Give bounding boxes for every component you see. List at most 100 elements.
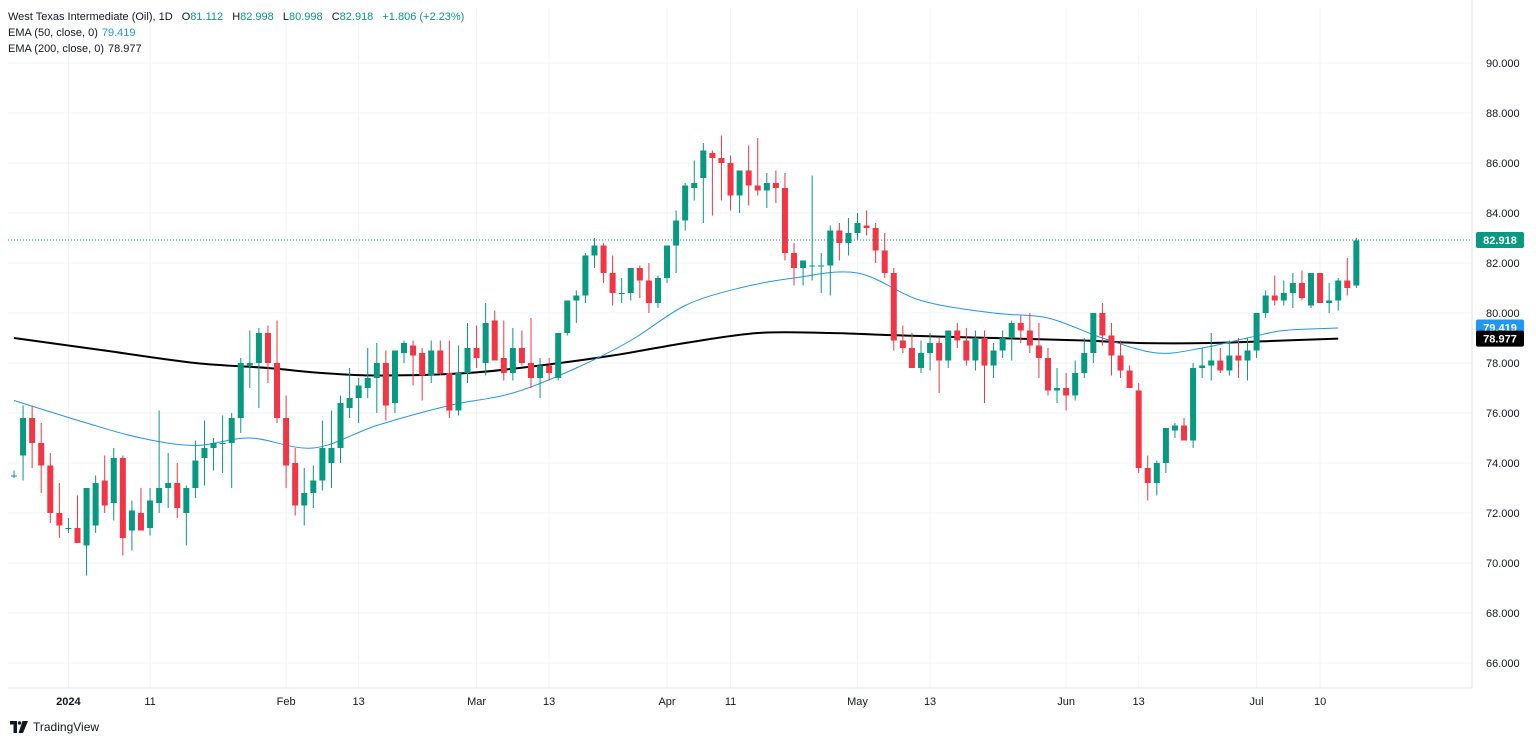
candle-body	[872, 228, 879, 251]
candle-body	[319, 448, 326, 481]
candle	[691, 160, 698, 201]
candle-body	[908, 348, 915, 368]
candle-body	[527, 363, 534, 378]
candle	[1344, 258, 1351, 296]
candle	[1135, 383, 1142, 473]
candle	[373, 343, 380, 413]
candle	[890, 268, 897, 351]
candle	[927, 333, 934, 371]
candle-body	[745, 170, 752, 186]
candle	[700, 143, 707, 223]
candle-body	[473, 348, 480, 358]
tradingview-brand[interactable]: TradingView	[10, 720, 99, 734]
candle	[727, 155, 734, 211]
candle-body	[763, 183, 770, 191]
candle-body	[428, 350, 435, 376]
candle-body	[727, 163, 734, 196]
candle-body	[174, 483, 181, 508]
candle	[246, 330, 253, 388]
candle-body	[1280, 293, 1287, 301]
candle-body	[147, 500, 154, 528]
ema200-line	[13, 331, 1339, 377]
candle-body	[183, 488, 190, 513]
candle	[219, 415, 226, 473]
candle-body	[1208, 360, 1215, 366]
candle	[745, 145, 752, 206]
candle-body	[754, 185, 761, 191]
candle-body	[210, 443, 217, 448]
low-value: 80.998	[288, 11, 323, 23]
candle-body	[310, 480, 317, 493]
candle-body	[1253, 313, 1260, 351]
x-tick-label: Mar	[467, 696, 486, 708]
candle	[918, 340, 924, 373]
candle	[165, 453, 172, 508]
candle	[47, 453, 54, 523]
symbol-name[interactable]: West Texas Intermediate (Oil)	[8, 11, 153, 23]
candle-body	[228, 418, 235, 443]
candle-body	[274, 363, 281, 418]
ema50-value: 79.419	[101, 27, 136, 39]
candle	[591, 238, 598, 268]
ema50-line	[13, 271, 1339, 449]
ema200-row[interactable]: EMA (200, close, 0) 78.977	[8, 41, 464, 57]
candle	[301, 468, 308, 526]
candle-body	[1026, 330, 1033, 346]
candle-body	[1181, 425, 1188, 441]
x-tick-label: Jun	[1057, 696, 1075, 708]
candle-body	[800, 260, 807, 268]
candle	[174, 463, 181, 518]
candle-body	[1217, 360, 1224, 371]
candle	[192, 440, 199, 498]
candle-body	[1008, 323, 1015, 338]
ema50-row[interactable]: EMA (50, close, 0) 79.419	[8, 25, 464, 41]
candle	[827, 225, 834, 296]
candle-body	[781, 188, 788, 253]
candle-body	[346, 398, 353, 408]
candle-body	[718, 158, 725, 163]
candle-body	[518, 348, 525, 363]
candle	[1280, 280, 1287, 306]
y-tick-label: 76.000	[1486, 408, 1520, 420]
candle	[845, 218, 852, 256]
candle-body	[1317, 273, 1324, 303]
candle	[1153, 460, 1160, 496]
candle	[1353, 238, 1360, 288]
candle	[128, 500, 135, 551]
candle	[437, 340, 444, 376]
candle-body	[1072, 373, 1079, 396]
candle	[264, 325, 271, 383]
interval[interactable]: 1D	[158, 11, 173, 23]
candle-body	[337, 403, 344, 448]
candle-body	[809, 265, 816, 267]
candle-body	[1308, 273, 1315, 306]
candle	[990, 343, 997, 378]
candle-body	[437, 350, 444, 373]
x-tick-label: 13	[1133, 696, 1145, 708]
candle-body	[1135, 390, 1142, 468]
candle	[600, 243, 607, 283]
candle-body	[1298, 283, 1305, 298]
candle	[110, 448, 117, 521]
open-value: 81.112	[190, 11, 224, 23]
candle	[337, 395, 344, 463]
candle	[1298, 270, 1305, 301]
candle-body	[700, 150, 707, 178]
candle	[491, 310, 498, 361]
candle	[800, 260, 807, 286]
price-tag: 78.977	[1476, 330, 1524, 347]
candle	[500, 320, 507, 381]
candle	[509, 328, 516, 381]
candle	[555, 333, 562, 381]
candle-body	[246, 363, 253, 366]
candle	[1208, 333, 1215, 381]
candle	[936, 338, 943, 393]
candle-body	[500, 358, 507, 373]
candle-body	[1226, 355, 1233, 371]
candle	[772, 170, 779, 203]
ema200-value: 78.977	[108, 43, 142, 55]
candle-body	[627, 268, 634, 293]
candle	[464, 323, 471, 383]
y-tick-label: 72.000	[1486, 508, 1520, 520]
